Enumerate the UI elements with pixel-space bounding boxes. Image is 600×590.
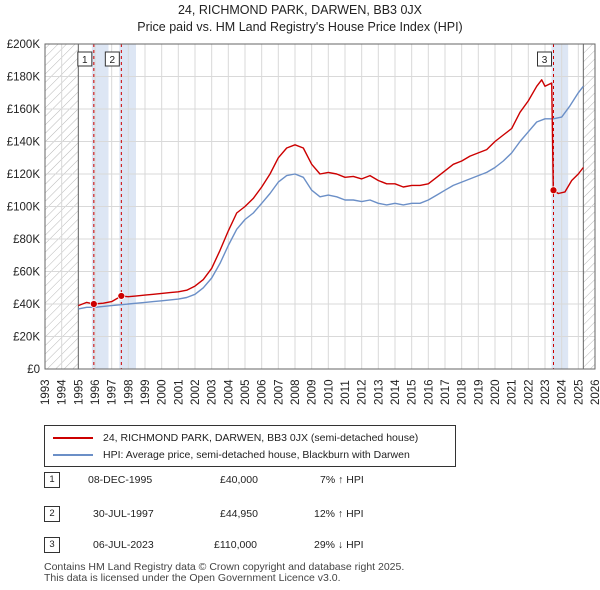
x-tick-label: 1993 xyxy=(40,379,52,405)
x-tick-label: 2022 xyxy=(523,379,535,405)
y-tick-label: £200K xyxy=(7,39,41,51)
transaction-row: 1 08-DEC-1995 £40,000 7% ↑ HPI xyxy=(44,472,464,490)
sale-number-label: 1 xyxy=(82,55,88,66)
property-price-line xyxy=(78,79,584,307)
x-tick-label: 2001 xyxy=(173,379,185,405)
chart-title-line2: Price paid vs. HM Land Registry's House … xyxy=(137,20,463,34)
plot-frame xyxy=(44,43,596,370)
x-tick-label: 1999 xyxy=(140,379,152,405)
x-tick-label: 2005 xyxy=(240,379,252,405)
y-tick-label: £20K xyxy=(13,332,40,344)
sale-point xyxy=(549,186,558,195)
transaction-date: 30-JUL-1997 xyxy=(93,508,154,520)
legend-property: 24, RICHMOND PARK, DARWEN, BB3 0JX (semi… xyxy=(53,430,418,446)
transaction-price: £40,000 xyxy=(220,474,258,486)
x-tick-label: 2007 xyxy=(273,379,285,405)
x-tick-label: 2019 xyxy=(473,379,485,405)
legend-hpi-label: HPI: Average price, semi-detached house,… xyxy=(103,449,410,461)
transaction-hpi: 7% ↑ HPI xyxy=(320,474,364,486)
y-tick-label: £180K xyxy=(7,72,41,84)
x-tick-label: 1998 xyxy=(123,379,135,405)
transaction-badge: 1 xyxy=(44,472,60,488)
price-chart: 1 2 3 £0 £20K £40K £60K £80K £100K £120K £140K £160… xyxy=(7,39,600,405)
x-tick-label: 2023 xyxy=(540,379,552,405)
footer-copyright: Contains HM Land Registry data © Crown c… xyxy=(44,561,405,573)
x-tick-label: 2010 xyxy=(323,379,335,405)
chart-legend: 24, RICHMOND PARK, DARWEN, BB3 0JX (semi… xyxy=(44,425,456,467)
x-tick-label: 2008 xyxy=(290,379,302,405)
transaction-date: 08-DEC-1995 xyxy=(88,474,153,486)
x-tick-label: 1996 xyxy=(90,379,102,405)
x-tick-label: 2025 xyxy=(573,379,585,405)
y-tick-label: £40K xyxy=(13,299,40,311)
x-tick-label: 2009 xyxy=(307,379,319,405)
legend-property-swatch xyxy=(53,437,93,439)
y-tick-label: £60K xyxy=(13,267,40,279)
x-tick-label: 2017 xyxy=(440,379,452,405)
transaction-hpi: 12% ↑ HPI xyxy=(314,508,364,520)
x-tick-label: 2000 xyxy=(157,379,169,405)
x-tick-label: 2011 xyxy=(340,380,352,405)
sale-number-box xyxy=(77,51,93,67)
x-tick-label: 2016 xyxy=(423,379,435,405)
x-tick-label: 2012 xyxy=(357,379,369,405)
x-tick-label: 2004 xyxy=(223,379,235,405)
sale-number-box xyxy=(537,51,552,67)
x-tick-label: 2024 xyxy=(557,379,569,405)
x-tick-label: 1995 xyxy=(73,379,85,405)
sale-number-label: 3 xyxy=(542,55,548,66)
x-tick-label: 2013 xyxy=(373,379,385,405)
x-tick-label: 1994 xyxy=(57,379,69,405)
x-tick-label: 2020 xyxy=(490,379,502,405)
transaction-row: 2 30-JUL-1997 £44,950 12% ↑ HPI xyxy=(44,506,464,524)
x-tick-label: 2006 xyxy=(257,379,269,405)
transaction-price: £110,000 xyxy=(214,539,258,551)
y-tick-label: £140K xyxy=(7,137,41,149)
x-tick-label: 2026 xyxy=(590,379,600,405)
y-tick-label: £0 xyxy=(27,364,40,376)
sale-point xyxy=(117,292,126,300)
transaction-price: £44,950 xyxy=(220,508,258,520)
legend-property-label: 24, RICHMOND PARK, DARWEN, BB3 0JX (semi… xyxy=(103,432,419,444)
transaction-badge: 2 xyxy=(44,506,60,522)
transaction-row: 3 06-JUL-2023 £110,000 29% ↓ HPI xyxy=(44,537,464,555)
transaction-date: 06-JUL-2023 xyxy=(93,539,154,551)
x-tick-label: 2021 xyxy=(507,379,519,405)
y-tick-label: £100K xyxy=(7,202,41,214)
x-tick-label: 2014 xyxy=(390,379,402,405)
y-tick-label: £80K xyxy=(13,234,40,246)
legend-hpi-swatch xyxy=(53,454,93,456)
y-tick-label: £160K xyxy=(7,104,41,116)
x-tick-label: 1997 xyxy=(107,379,119,405)
hpi-line xyxy=(78,85,584,310)
transaction-hpi: 29% ↓ HPI xyxy=(314,539,364,551)
sale-point xyxy=(89,300,98,308)
x-tick-label: 2015 xyxy=(407,379,419,405)
x-tick-label: 2018 xyxy=(457,379,469,405)
sale-number-label: 2 xyxy=(110,55,116,66)
footer-note: Contains HM Land Registry data © Crown c… xyxy=(44,562,404,584)
sale-number-box xyxy=(104,51,120,67)
transaction-badge: 3 xyxy=(44,537,60,553)
footer-licence: This data is licensed under the Open Gov… xyxy=(44,572,341,584)
y-tick-label: £120K xyxy=(7,169,41,181)
legend-hpi: HPI: Average price, semi-detached house,… xyxy=(53,447,410,463)
chart-title-line1: 24, RICHMOND PARK, DARWEN, BB3 0JX xyxy=(177,3,423,17)
x-tick-label: 2002 xyxy=(190,379,202,405)
x-tick-label: 2003 xyxy=(207,379,219,405)
